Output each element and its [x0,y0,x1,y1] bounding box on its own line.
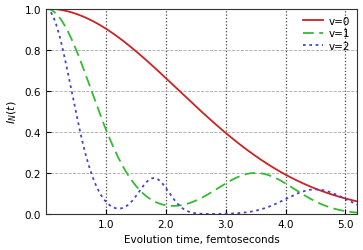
v=0 [318,189,323,192]
v=0 [358,201,363,204]
v=1 [358,212,363,214]
v=2 [164,188,169,191]
v=0 [44,8,48,11]
Y-axis label: $I_N(t)$: $I_N(t)$ [5,100,19,124]
Line: v=2: v=2 [46,10,360,214]
v=1 [164,204,169,207]
v=2 [352,202,356,205]
v=0 [98,25,103,28]
v=0 [352,200,356,202]
v=2 [80,138,84,141]
v=1 [318,202,323,205]
v=1 [80,64,84,67]
Line: v=0: v=0 [46,10,360,202]
Legend: v=0, v=1, v=2: v=0, v=1, v=2 [301,15,352,54]
v=2 [209,212,213,216]
v=1 [178,204,183,207]
Line: v=1: v=1 [46,10,360,213]
v=0 [178,91,183,94]
v=2 [98,193,103,196]
X-axis label: Evolution time, femtoseconds: Evolution time, femtoseconds [124,234,280,244]
v=1 [98,115,103,118]
v=1 [44,8,48,11]
v=1 [352,211,356,214]
v=2 [178,205,183,208]
v=2 [358,205,363,208]
v=0 [164,78,169,81]
v=2 [44,8,48,11]
v=0 [80,16,84,18]
v=2 [318,188,323,192]
